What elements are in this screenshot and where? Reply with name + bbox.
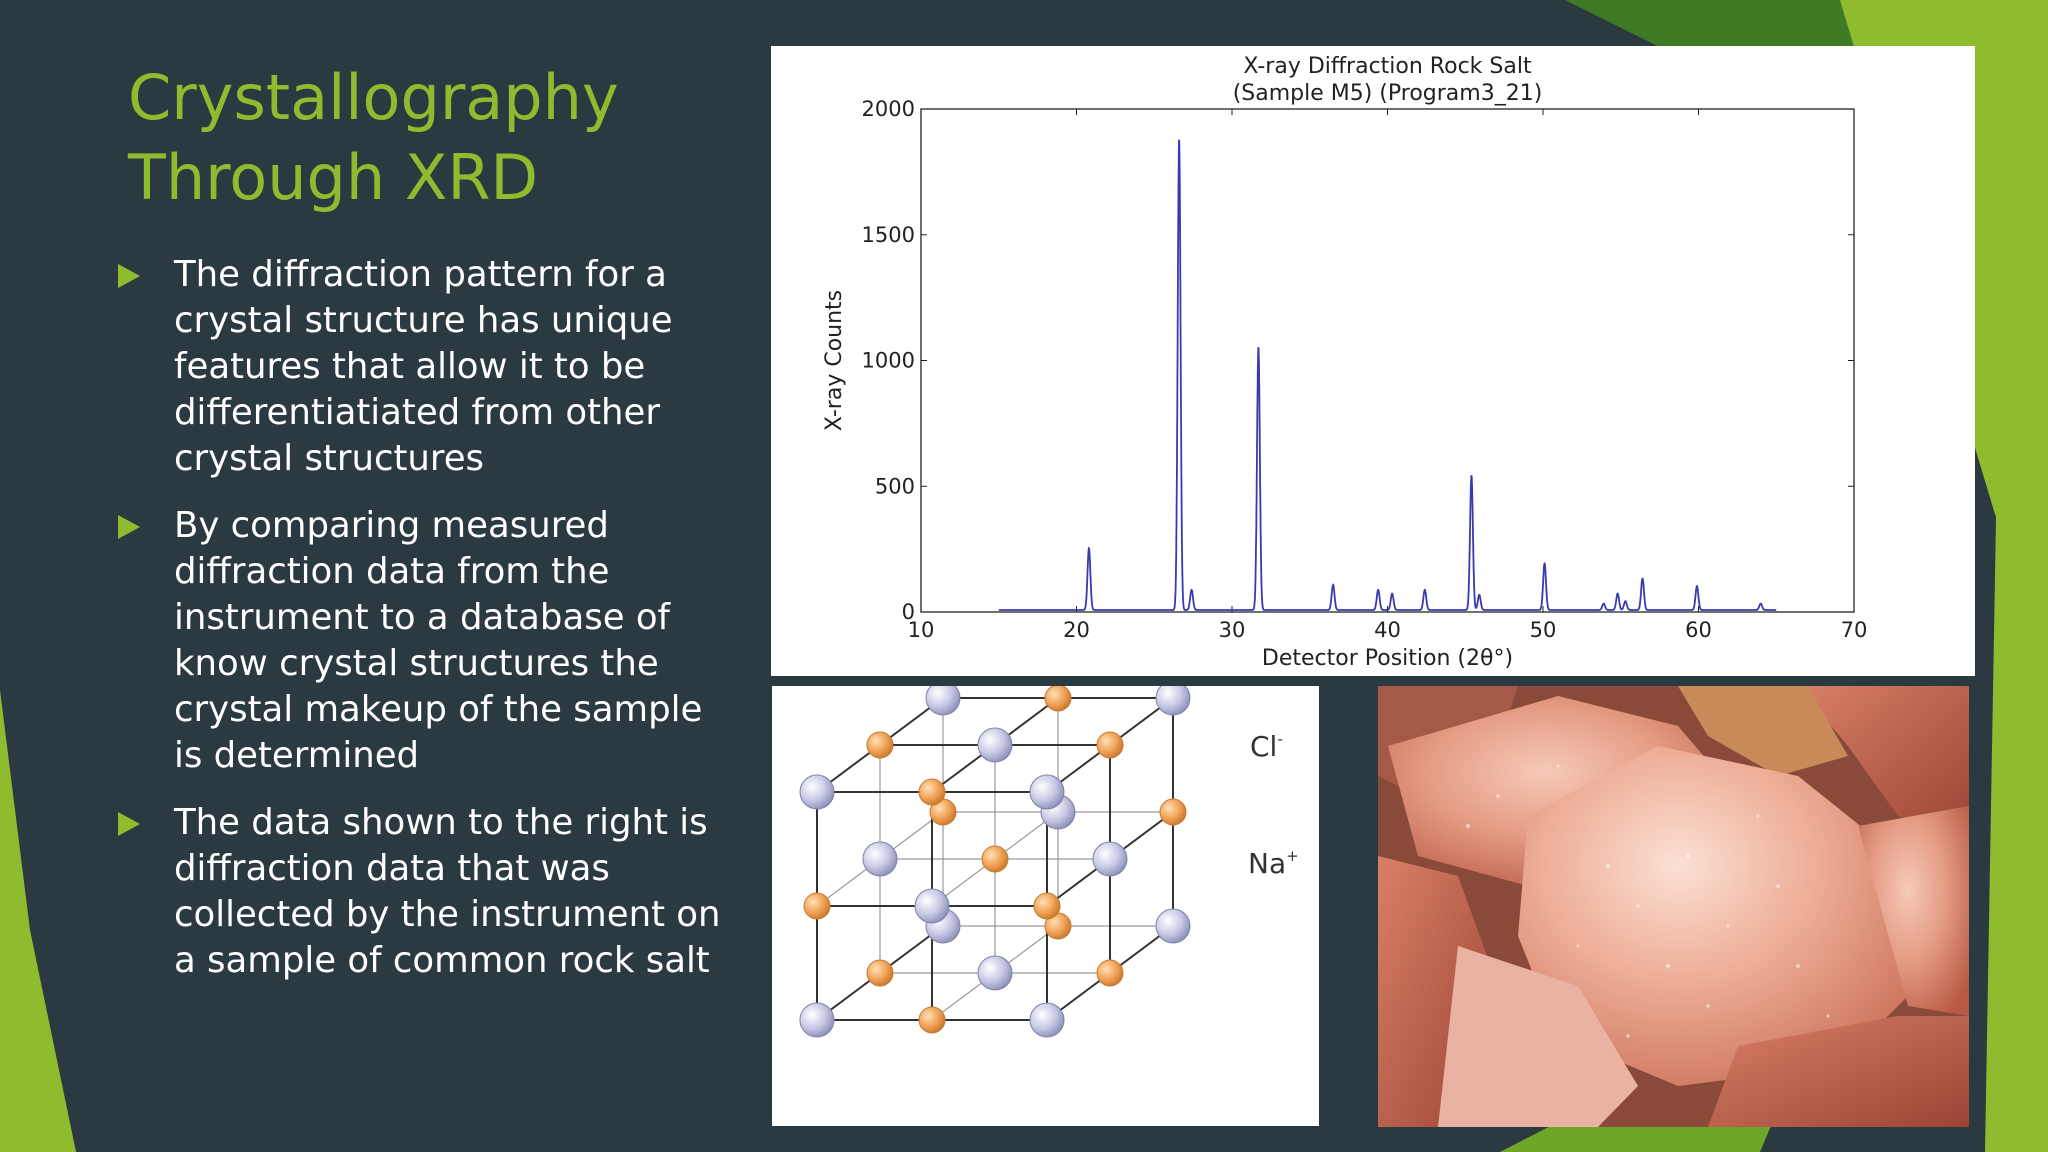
y-tick-label: 500 (875, 474, 915, 498)
sodium-ion (1044, 686, 1072, 712)
lattice-svg: Cl- Na+ (799, 686, 1299, 1038)
chlorine-ion (925, 686, 961, 716)
rock-piece (1678, 686, 1848, 776)
bullet-item: By comparing measured diffraction data f… (116, 503, 736, 779)
chlorine-ion (977, 727, 1013, 763)
chlorine-ion (1155, 908, 1191, 944)
rock-piece (1858, 806, 1969, 1016)
sodium-label: Na+ (1248, 847, 1299, 880)
chlorine-ion (977, 955, 1013, 991)
x-axis-label: Detector Position (2θ°) (1262, 646, 1513, 671)
y-tick-label: 0 (902, 600, 915, 624)
xrd-chart-svg: 10 20 30 40 50 60 70 0 500 1000 1500 2000 X-ray Diff… (822, 54, 1868, 671)
rock-salt-photo (1378, 686, 1969, 1127)
lattice-atoms (799, 686, 1191, 1038)
y-axis-label: X-ray Counts (822, 290, 847, 431)
x-tick-label: 20 (1063, 618, 1090, 642)
slide-title: Crystallography Through XRD (128, 58, 768, 218)
chart-title-line-1: X-ray Diffraction Rock Salt (1243, 54, 1532, 79)
bullet-text: The data shown to the right is diffracti… (174, 802, 721, 981)
chlorine-label: Cl- (1250, 730, 1283, 763)
y-tick-label: 1000 (862, 349, 915, 373)
chlorine-ion (1029, 774, 1065, 810)
title-line-1: Crystallography (128, 61, 619, 134)
bullet-text: The diffraction pattern for a crystal st… (174, 254, 673, 479)
sodium-ion (918, 1006, 946, 1034)
rock-piece (1438, 946, 1638, 1127)
salt-sparkles (1466, 764, 1830, 1038)
x-tick-label: 10 (908, 618, 935, 642)
rock-piece (1708, 1016, 1969, 1127)
triangle-bullet-icon (118, 812, 140, 836)
sodium-ion (803, 892, 831, 920)
sodium-ion (1159, 798, 1187, 826)
green-band-right (1985, 0, 2048, 1152)
x-tick-label: 70 (1841, 618, 1868, 642)
y-tick-label: 2000 (862, 97, 915, 121)
xrd-series-line (998, 139, 1777, 611)
nacl-lattice-diagram: Cl- Na+ (772, 686, 1319, 1126)
rock-piece (1798, 686, 1969, 836)
chart-title-line-2: (Sample M5) (Program3_21) (1233, 81, 1543, 106)
green-band-left (0, 690, 76, 1152)
sodium-ion (1096, 731, 1124, 759)
xrd-chart: 10 20 30 40 50 60 70 0 500 1000 1500 2000 X-ray Diff… (771, 46, 1975, 676)
sodium-ion (866, 959, 894, 987)
x-tick-label: 50 (1530, 618, 1557, 642)
chlorine-ion (1155, 686, 1191, 716)
y-tick-label: 1500 (862, 223, 915, 247)
triangle-bullet-icon (118, 515, 140, 539)
sodium-ion (918, 778, 946, 806)
bullet-item: The diffraction pattern for a crystal st… (116, 252, 736, 482)
chlorine-ion (1092, 841, 1128, 877)
chlorine-ion (862, 841, 898, 877)
chlorine-ion (799, 1002, 835, 1038)
chlorine-ion (1029, 1002, 1065, 1038)
bullet-text: By comparing measured diffraction data f… (174, 505, 703, 776)
title-line-2: Through XRD (128, 141, 539, 214)
plot-frame (920, 108, 1855, 613)
sodium-ion (1096, 959, 1124, 987)
triangle-bullet-icon (118, 264, 140, 288)
rock-piece (1518, 746, 1918, 1086)
sodium-ion (1033, 892, 1061, 920)
sodium-ion (981, 845, 1009, 873)
chlorine-ion (914, 888, 950, 924)
x-tick-label: 30 (1219, 618, 1246, 642)
sodium-ion (866, 731, 894, 759)
bullet-item: The data shown to the right is diffracti… (116, 800, 736, 984)
chlorine-ion (799, 774, 835, 810)
rock-salt-illustration (1378, 686, 1969, 1127)
x-tick-label: 60 (1685, 618, 1712, 642)
bullet-list: The diffraction pattern for a crystal st… (116, 252, 736, 1005)
x-tick-label: 40 (1374, 618, 1401, 642)
